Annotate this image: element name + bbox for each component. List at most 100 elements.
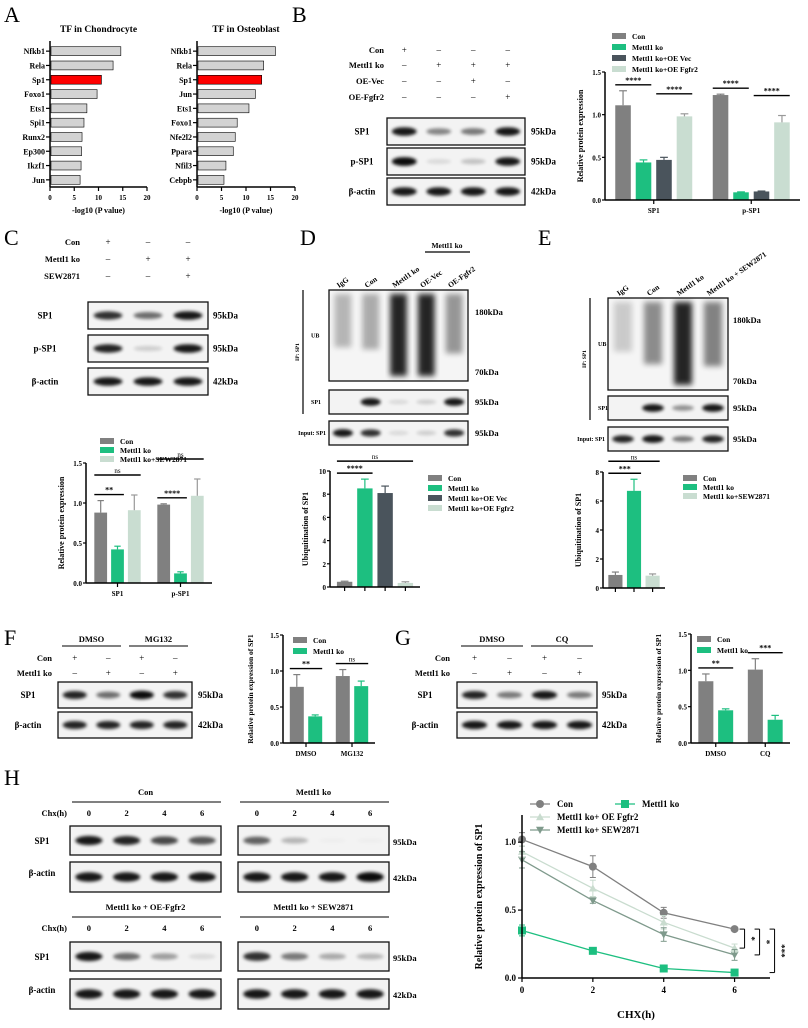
legend-swatch [428,485,442,491]
molecular-weight-label: 95kDa [393,837,417,847]
band [566,720,593,730]
bar-jun [50,175,81,185]
bar [656,159,672,200]
bar [676,116,693,200]
significance-label: ns [372,453,379,461]
band [318,872,346,882]
y-tick-label: 0.0 [505,973,517,983]
band [642,404,664,412]
chart-title: TF in Chondrocyte [60,25,137,35]
band [62,690,87,700]
bar [335,676,350,743]
bar-foxo1 [197,117,238,128]
legend-swatch [683,493,697,499]
bar-nfe2l2 [197,132,236,142]
legend-label: Con [632,32,646,41]
band [426,128,452,135]
band [391,187,417,196]
legend-swatch [697,647,711,653]
blot-sp1 [69,825,222,856]
blot-sp1 [69,941,222,972]
condition-title: Mettl1 ko + OE-Fgfr2 [106,902,186,912]
panel-letter: E [538,225,551,250]
significance-label: **** [666,85,682,94]
ubiquitin-smear [417,294,435,376]
legend-swatch [697,636,711,642]
condition-sign: – [401,76,407,86]
condition-sign: + [139,653,144,663]
category-label: Foxo1 [24,90,45,99]
condition-label: OE-Fgfr2 [349,92,384,102]
blot-sp1 [87,301,209,330]
legend-label: Con [557,799,573,809]
band [243,872,271,882]
band [531,720,558,730]
blot-row-label: β-actin [412,720,439,730]
bar-chart-C [94,438,204,583]
band [133,345,163,352]
condition-label: Con [369,45,384,55]
y-axis-label: Ubiquitination of SP1 [574,493,583,567]
condition-sign: – [436,92,442,102]
tf-bar-chart [197,46,276,185]
bar-rela [197,60,264,71]
x-tick-label: 0 [48,194,52,202]
band [75,951,103,962]
y-tick-label: 8 [323,491,327,499]
panel-letter: G [395,625,411,650]
category-label: Foxo1 [171,119,192,128]
significance-label: *** [619,464,631,473]
condition-sign: + [402,45,407,55]
blot-row-label: p-SP1 [350,157,374,167]
y-tick-label: 4 [323,538,327,546]
condition-sign: + [185,254,190,264]
y-tick-label: 0.0 [678,740,687,748]
blot-row-label: SP1 [598,406,608,412]
band [426,187,452,196]
y-axis-label: Relative protein expression of SP1 [654,634,663,744]
lane-label: OE-Vec [418,268,444,290]
bar [698,681,714,743]
bar-ets1 [50,103,88,114]
lane-label: Con [363,274,380,289]
condition-sign: – [541,668,547,678]
legend-swatch [100,456,114,462]
condition-sign: – [401,60,407,70]
bar-jun [197,89,256,99]
band [356,953,384,960]
condition-sign: – [172,653,178,663]
band [75,872,103,882]
band [243,989,271,999]
band [319,838,346,843]
bar-foxo1 [50,89,98,99]
band [75,835,103,846]
band [566,691,593,699]
legend-swatch [612,44,626,50]
band [461,720,488,730]
legend-swatch [428,475,442,481]
x-tick-label: 0 [195,194,199,202]
category-label: Nfkb1 [171,47,192,56]
bar [397,582,414,587]
ubiquitin-smear [674,302,692,385]
band [96,720,121,730]
significance-label: **** [164,489,180,498]
condition-sign: – [145,237,151,247]
category-label: Spi1 [30,119,45,128]
bar-spi1 [50,117,85,128]
band [495,157,521,166]
band [188,872,216,882]
blot-row-label: SP1 [34,952,50,962]
category-label: Cebpb [169,176,192,185]
time-label: 4 [330,923,335,933]
legend-swatch [100,447,114,453]
band [281,952,309,961]
category-label: DMSO [705,750,727,758]
bar-ikzf1 [50,160,82,171]
bar-chart-G [697,636,783,743]
time-label: 4 [330,808,335,818]
bar [377,493,393,587]
x-tick-label: 5 [220,194,224,202]
panel-letter: A [4,2,20,27]
ubiquitin-smear [445,294,463,354]
